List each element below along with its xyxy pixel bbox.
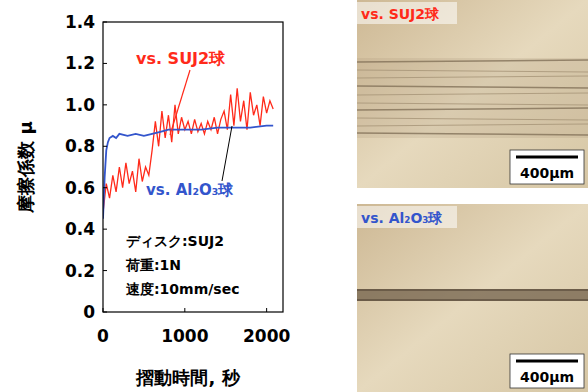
series-line [103,88,273,212]
y-tick [103,187,107,188]
micrograph-bg [357,204,588,392]
x-tick [266,308,267,312]
wear-edge [357,289,588,290]
y-tick [103,312,107,313]
x-axis-label: 摺動時間, 秒 [135,367,240,388]
x-tick-label: 2000 [243,326,290,346]
y-tick-label: 0 [83,302,95,322]
series-line [103,126,273,219]
y-tick [103,104,107,105]
annotation: 速度:10mm/sec [125,281,240,297]
annotation: 荷重:1N [125,257,181,273]
scale-bar [516,360,578,363]
y-tick-label: 1.4 [65,12,95,32]
scale-label: 400μm [520,165,574,181]
x-tick-label: 0 [97,326,109,346]
y-tick [103,63,107,64]
wear-edge [357,299,588,300]
x-tick-label: 1000 [161,326,208,346]
series-label: vs. SUJ2球 [136,49,226,68]
annotation: ディスク:SUJ2 [126,233,224,249]
y-tick [103,146,107,147]
y-tick-label: 1.2 [65,53,95,73]
label-bg [357,2,457,24]
y-tick-label: 1.0 [65,95,95,115]
scale-bar [516,156,578,159]
series-label: vs. Al₂O₃球 [146,181,234,199]
micrograph: vs. SUJ2球 400μm [357,0,588,188]
x-tick [184,308,185,312]
wear-track [357,58,588,138]
micrograph: vs. Al₂O₃球 400μm [357,204,588,392]
y-tick-label: 0.4 [65,219,95,239]
y-axis-label: 摩擦係数 μ [15,121,36,214]
y-tick [103,270,107,271]
y-tick [103,22,107,23]
y-tick-label: 0.2 [65,261,95,281]
label-bg [357,206,457,228]
micrograph-label: vs. SUJ2球 [361,6,440,22]
scale-box [510,150,584,184]
series-group [103,88,273,219]
y-tick-label: 0.6 [65,178,95,198]
y-tick-label: 0.8 [65,136,95,156]
micrograph-label: vs. Al₂O₃球 [361,210,443,226]
leader-line [170,70,190,135]
scale-label: 400μm [520,369,574,385]
leader-line [222,126,232,181]
wear-track [357,289,588,301]
scale-box [510,354,584,388]
x-tick [103,308,104,312]
chart-root: 0 0.2 0.4 0.6 0.8 1.0 1.2 1.4 0 1000 2000 摺動時間, 秒 摩擦… [0,0,588,392]
y-tick [103,229,107,230]
micrograph-bg [357,0,588,188]
plot-frame [103,22,283,312]
